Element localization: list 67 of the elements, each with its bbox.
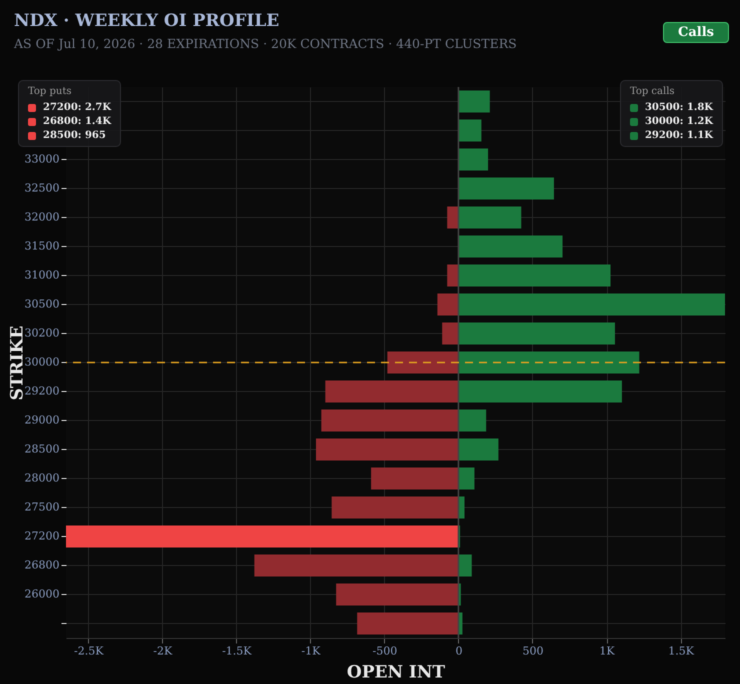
y-tick-label: 26000 — [24, 588, 60, 600]
x-tick-label: -500 — [372, 644, 398, 658]
y-tick-label: 27500 — [24, 500, 60, 514]
bar — [447, 206, 458, 229]
x-tick-label: 1K — [599, 644, 616, 658]
annotation: 28500: 965 — [43, 130, 106, 141]
bar — [332, 496, 458, 519]
bar — [458, 467, 474, 490]
annotation: Top puts — [28, 86, 72, 97]
x-tick-label: -2K — [153, 644, 174, 658]
y-tick-label: 30000 — [24, 356, 60, 368]
y-tick-label: 30500 — [24, 298, 60, 310]
bar — [458, 177, 554, 200]
bar — [458, 119, 482, 142]
bar — [254, 554, 458, 577]
bar — [371, 467, 458, 490]
annotation: 26800: 1.4K — [43, 116, 112, 127]
y-tick-label: 27200 — [24, 530, 60, 542]
bar — [442, 322, 458, 345]
bar — [458, 438, 498, 461]
bar — [458, 351, 640, 374]
y-tick-label: 28500 — [24, 442, 60, 456]
bar — [458, 554, 472, 577]
bar — [316, 438, 458, 461]
y-tick-label: 32000 — [24, 210, 60, 224]
annotation: 30000: 1.2K — [644, 116, 713, 127]
x-axis-title: OPEN INT — [346, 662, 446, 682]
bar — [458, 496, 465, 519]
bar — [325, 380, 458, 403]
x-tick-label: 500 — [522, 644, 544, 658]
y-tick-label: 31000 — [24, 268, 60, 282]
bar — [458, 322, 615, 345]
x-tick-label: -1.5K — [222, 644, 252, 658]
bar — [458, 148, 488, 171]
chart-title: NDX · WEEKLY OI PROFILE — [14, 11, 280, 31]
bar — [458, 206, 522, 229]
bar — [458, 293, 725, 316]
chart-subtitle: AS OF Jul 10, 2026 · 28 EXPIRATIONS · 20K CONTRACTS · 440-PT CLUSTERS — [14, 36, 517, 51]
y-tick-label: 32500 — [24, 182, 60, 194]
x-tick-label: -1K — [301, 644, 322, 658]
bar — [336, 583, 458, 606]
bar — [387, 351, 458, 374]
y-tick-label: 30200 — [24, 326, 60, 340]
bar — [458, 409, 486, 432]
y-tick-label: 26800 — [24, 558, 60, 572]
x-tick-label: 0 — [455, 644, 462, 658]
bar — [458, 90, 490, 113]
bar — [447, 264, 458, 287]
text: Calls — [663, 22, 729, 43]
y-tick-label: 29000 — [24, 414, 60, 426]
bar — [321, 409, 458, 432]
bar — [66, 525, 458, 548]
y-tick-label: 31500 — [24, 240, 60, 252]
annotation: 27200: 2.7K — [43, 102, 112, 113]
bar — [357, 612, 458, 635]
bar — [458, 264, 611, 287]
annotation: Top calls — [630, 86, 676, 97]
annotation: 30500: 1.8K — [644, 102, 713, 113]
x-tick-label: -2.5K — [74, 644, 104, 658]
annotation: 29200: 1.1K — [644, 130, 713, 141]
y-tick-label: 28000 — [24, 472, 60, 484]
x-tick-label: 1.5K — [668, 644, 695, 658]
y-tick-label: 29200 — [24, 384, 60, 398]
bar — [458, 380, 622, 403]
bar — [458, 235, 563, 258]
y-tick-label: 33000 — [24, 152, 60, 166]
bar — [437, 293, 458, 316]
